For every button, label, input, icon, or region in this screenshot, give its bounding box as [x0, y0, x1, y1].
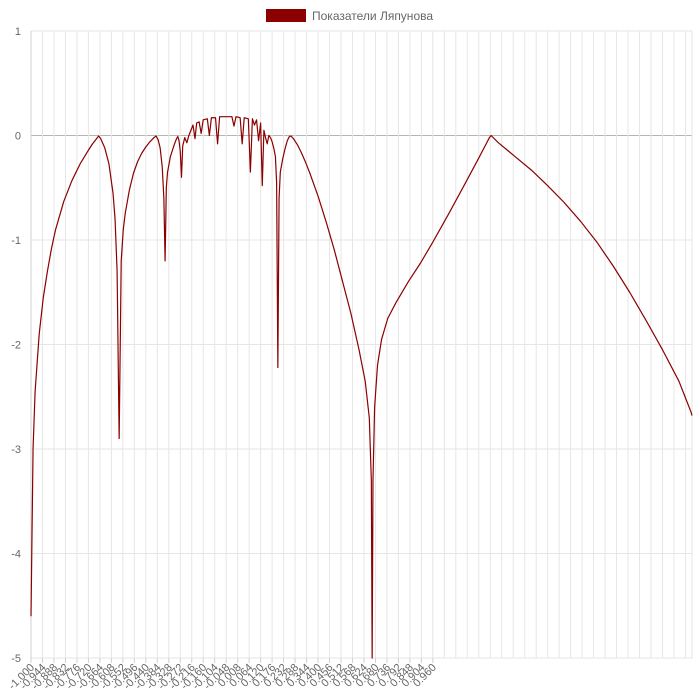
y-tick-label: -1: [11, 235, 21, 247]
y-axis: 1 0 -1 -2 -3 -4 -5: [11, 26, 21, 665]
x-axis: -1.000-0.944-0.888-0.832-0.776-0.720-0.6…: [7, 658, 439, 692]
y-tick-label: -2: [11, 340, 21, 352]
series-layer: [30, 116, 693, 659]
y-tick-label: -4: [11, 549, 21, 561]
y-tick-label: 1: [15, 26, 21, 38]
legend-label: Показатели Ляпунова: [312, 9, 433, 23]
series-line: [30, 116, 693, 659]
grid: [30, 30, 693, 659]
legend[interactable]: Показатели Ляпунова: [266, 9, 433, 23]
y-tick-label: -5: [11, 653, 21, 665]
y-tick-label: 0: [15, 131, 21, 143]
legend-swatch: [266, 9, 306, 22]
y-tick-label: -3: [11, 444, 21, 456]
